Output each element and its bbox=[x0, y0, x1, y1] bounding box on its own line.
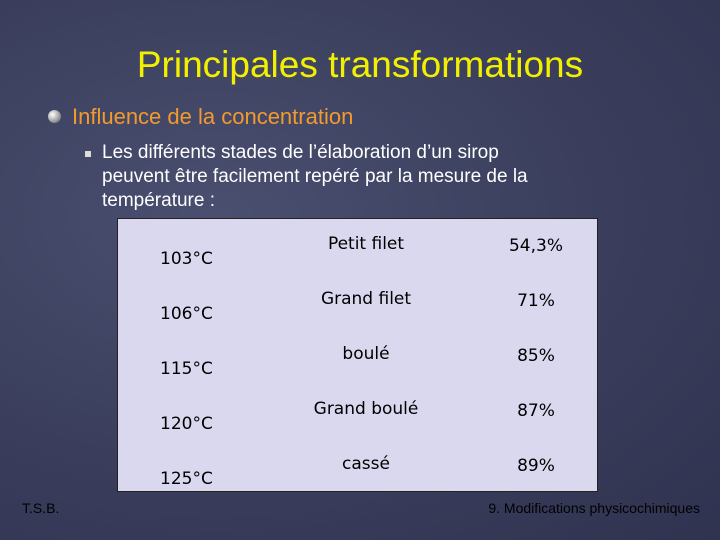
bullet bbox=[48, 110, 61, 123]
text-line: Les différents stades de l’élaboration d… bbox=[102, 142, 499, 163]
table-cell: 120°C bbox=[160, 414, 213, 434]
sub-bullet bbox=[85, 151, 91, 157]
table-cell: Grand filet bbox=[320, 289, 412, 309]
table-cell: 106°C bbox=[160, 304, 213, 324]
body-text: Les différents stades de l’élaboration d… bbox=[102, 141, 528, 213]
table-cell: 85% bbox=[517, 346, 555, 366]
table: 103°C Petit filet 54,3% 106°C Grand filet 71%… bbox=[117, 218, 598, 492]
footer-right: 9. Modifications physicochimiques bbox=[488, 500, 700, 516]
footer-left: T.S.B. bbox=[22, 500, 60, 516]
table-cell: 103°C bbox=[160, 249, 213, 269]
text-line: température : bbox=[102, 190, 215, 211]
table-cell: cassé bbox=[342, 454, 390, 474]
table-cell: 125°C bbox=[160, 469, 213, 489]
table-cell: 71% bbox=[517, 291, 555, 311]
table-cell: boulé bbox=[342, 344, 390, 364]
text-line: peuvent être facilement repéré par la me… bbox=[102, 166, 528, 187]
table-cell: Petit filet bbox=[327, 234, 405, 254]
slide-title: Principales transformations bbox=[136, 44, 584, 85]
table-cell: 115°C bbox=[160, 359, 213, 379]
section-heading: Influence de la concentration bbox=[72, 104, 354, 129]
table-cell: Grand boulé bbox=[313, 399, 419, 419]
table-cell: 89% bbox=[517, 456, 555, 476]
table-cell: 87% bbox=[517, 401, 555, 421]
table-cell: 54,3% bbox=[508, 236, 563, 256]
